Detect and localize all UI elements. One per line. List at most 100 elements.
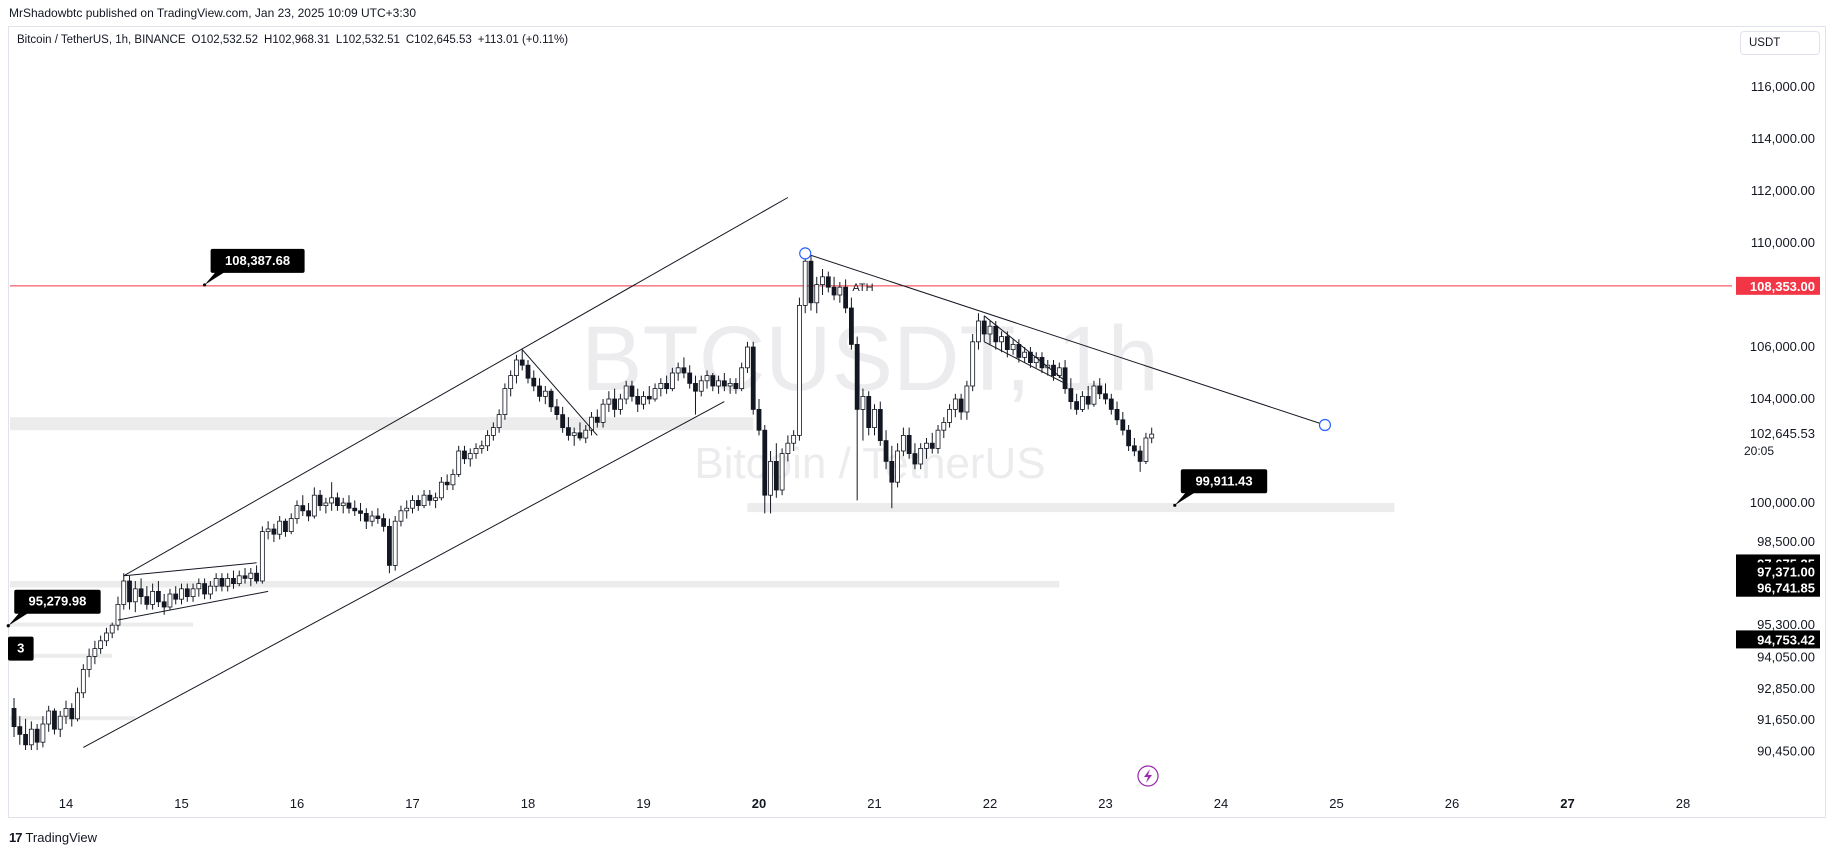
- price-tick-label: 90,450.00: [1757, 743, 1815, 758]
- price-tick-label: 116,000.00: [1751, 79, 1815, 94]
- candle-down: [883, 440, 889, 462]
- candle-down: [444, 481, 450, 486]
- candle-down: [1074, 401, 1080, 410]
- time-tick-label: 25: [1329, 796, 1343, 811]
- candle-up: [213, 578, 219, 587]
- legend-high: H102,968.31: [264, 34, 330, 46]
- price-callout[interactable]: 95,279.98: [6, 589, 101, 628]
- candle-up: [675, 367, 681, 374]
- candle-down: [854, 343, 860, 410]
- price-label-text: 108,353.00: [1750, 279, 1815, 294]
- candle-up: [259, 531, 265, 582]
- candle-down: [681, 367, 687, 374]
- price-axis[interactable]: 116,000.00 114,000.00 112,000.00 110,000.00…: [1736, 79, 1820, 758]
- trendline[interactable]: [983, 315, 1066, 382]
- currency-label: USDT: [1749, 37, 1781, 49]
- price-callout[interactable]: 108,387.68: [203, 248, 305, 287]
- trendline[interactable]: [123, 197, 789, 577]
- price-callout[interactable]: 3: [8, 636, 34, 661]
- candle-down: [1097, 385, 1103, 395]
- candle-up: [196, 583, 202, 590]
- candle-down: [929, 442, 935, 449]
- candle-up: [802, 260, 808, 306]
- zones-layer: [10, 417, 1395, 721]
- candle-down: [335, 497, 340, 506]
- trendline-handle[interactable]: [799, 247, 812, 260]
- trendline[interactable]: [521, 349, 598, 436]
- selected-trendline[interactable]: [805, 252, 1326, 426]
- candle-up: [121, 580, 127, 605]
- candle-up: [496, 414, 502, 429]
- legend-low: L102,532.51: [335, 34, 400, 46]
- candle-down: [202, 583, 208, 595]
- callout-anchor: [6, 624, 10, 628]
- candle-down: [635, 395, 641, 405]
- trendline-handle[interactable]: [1318, 418, 1332, 432]
- candle-up: [311, 494, 317, 517]
- tradingview-footer[interactable]: 17 TradingView: [9, 830, 97, 845]
- price-callout[interactable]: 99,911.43: [1173, 469, 1268, 507]
- candle-down: [184, 588, 190, 597]
- candle-down: [548, 390, 554, 408]
- candle-up: [479, 445, 485, 449]
- candle-down: [560, 414, 566, 429]
- currency-selector[interactable]: USDT: [1740, 31, 1820, 55]
- candle-up: [941, 421, 947, 431]
- candle-down: [1108, 398, 1114, 410]
- candle-down: [537, 385, 542, 397]
- price-tick-label: 106,000.00: [1750, 339, 1815, 354]
- trendline[interactable]: [83, 401, 725, 748]
- price-label-text: 96,741.85: [1757, 581, 1815, 596]
- candle-up: [1022, 351, 1028, 358]
- candle-up: [369, 515, 375, 522]
- candle-down: [23, 734, 28, 746]
- watermark-symbol: BTCUSDT, 1h: [581, 308, 1159, 410]
- trendline[interactable]: [983, 341, 1066, 384]
- trendlines-layer[interactable]: [83, 197, 1332, 748]
- legend-symbol[interactable]: Bitcoin / TetherUS, 1h, BINANCE: [17, 34, 186, 46]
- candle-up: [28, 728, 34, 746]
- price-tick-label: 95,300.00: [1757, 617, 1815, 632]
- candle-down: [375, 515, 381, 519]
- price-tick-label: 110,000.00: [1751, 235, 1815, 250]
- candle-up: [57, 715, 63, 730]
- candle-up: [698, 380, 704, 392]
- price-label-box: [1736, 630, 1820, 649]
- trendline[interactable]: [117, 590, 269, 621]
- price-label-text: 97,371.00: [1757, 564, 1815, 579]
- alert-icon[interactable]: [1137, 765, 1159, 787]
- candle-down: [664, 382, 669, 389]
- candle-down: [519, 359, 525, 366]
- candle-down: [889, 460, 895, 483]
- candle-up: [277, 520, 283, 535]
- price-tick-label: 98,500.00: [1757, 534, 1815, 549]
- candle-down: [69, 708, 75, 720]
- candle-up: [438, 481, 444, 499]
- candle-down: [594, 416, 600, 423]
- candle-down: [877, 408, 883, 441]
- candle-down: [993, 325, 999, 343]
- time-tick-label: 28: [1676, 796, 1690, 811]
- candle-up: [785, 442, 791, 455]
- time-axis[interactable]: 14 15 16 17 18 19 20 21 22 23 24 25 26 27 28: [59, 796, 1690, 811]
- price-tick-label: 92,850.00: [1757, 681, 1815, 696]
- candle-down: [1103, 393, 1108, 400]
- candle-down: [566, 427, 571, 436]
- candle-up: [98, 640, 104, 649]
- candle-up: [207, 585, 213, 595]
- time-tick-label: 27: [1560, 796, 1574, 811]
- callouts-layer[interactable]: 108,387.68 99,911.43 95,279.98 3: [6, 248, 1268, 661]
- candle-up: [92, 648, 98, 657]
- candle-down: [346, 502, 352, 509]
- candle-up: [589, 416, 594, 431]
- price-label-text: 94,753.42: [1757, 632, 1815, 647]
- candle-down: [317, 494, 323, 507]
- candle-down: [52, 710, 57, 730]
- candle-up: [456, 450, 462, 475]
- trendline[interactable]: [123, 562, 257, 577]
- candle-down: [721, 380, 727, 387]
- candle-up: [970, 341, 976, 387]
- candle-down: [231, 578, 236, 585]
- chart-frame[interactable]: [8, 26, 1826, 818]
